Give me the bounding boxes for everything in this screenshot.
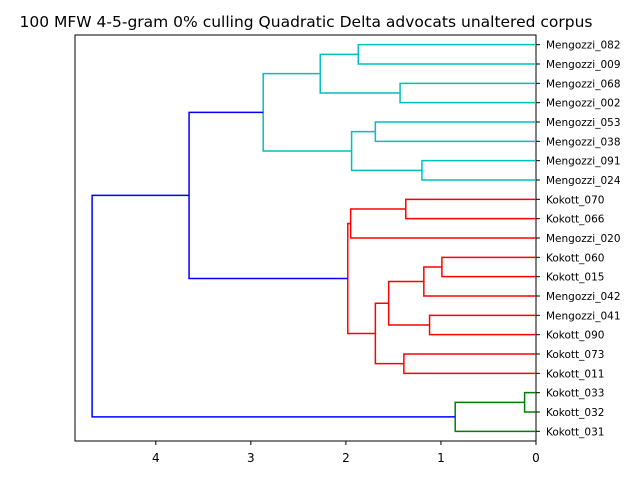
leaf-label-kokott-032: Kokott_032 <box>546 407 604 419</box>
x-axis: 4 3 2 1 0 <box>152 441 540 465</box>
dendrogram-link-c1 <box>357 43 536 65</box>
dendrogram-link-r5 <box>428 314 536 336</box>
x-tick-label: 1 <box>437 451 445 465</box>
dendrogram-link-r9 <box>347 222 376 335</box>
dendrogram-link-c5 <box>421 159 536 181</box>
leaf-label-mengozzi-068: Mengozzi_068 <box>546 78 621 90</box>
dendrogram-link-r1 <box>405 198 536 220</box>
leaf-label-mengozzi-009: Mengozzi_009 <box>546 59 621 71</box>
dendrogram-link-r8 <box>374 302 404 365</box>
x-tick-label: 0 <box>532 451 540 465</box>
x-tick-label: 3 <box>247 451 255 465</box>
dendrogram-links <box>91 43 536 433</box>
leaf-label-mengozzi-002: Mengozzi_002 <box>546 98 621 110</box>
dendrogram-link-b1 <box>188 111 348 280</box>
leaf-label-kokott-031: Kokott_031 <box>546 426 604 438</box>
leaf-labels: Mengozzi_082 Mengozzi_009 Mengozzi_068 Meng… <box>536 40 621 438</box>
dendrogram-link-c6 <box>350 130 422 172</box>
x-tick-label: 2 <box>342 451 350 465</box>
leaf-label-mengozzi-053: Mengozzi_053 <box>546 117 621 129</box>
leaf-label-mengozzi-020: Mengozzi_020 <box>546 233 621 245</box>
leaf-label-kokott-033: Kokott_033 <box>546 388 604 400</box>
dendrogram-link-c2 <box>399 82 536 104</box>
leaf-label-kokott-011: Kokott_011 <box>546 368 604 380</box>
dendrogram-link-c4 <box>374 121 536 143</box>
leaf-label-kokott-073: Kokott_073 <box>546 349 604 361</box>
dendrogram-link-r4 <box>423 266 536 297</box>
leaf-label-mengozzi-024: Mengozzi_024 <box>546 175 621 187</box>
leaf-label-kokott-090: Kokott_090 <box>546 330 604 342</box>
leaf-label-mengozzi-042: Mengozzi_042 <box>546 291 621 303</box>
leaf-label-mengozzi-082: Mengozzi_082 <box>546 40 621 52</box>
dendrogram-link-c3 <box>319 53 401 94</box>
dendrogram-link-r7 <box>403 353 536 375</box>
leaf-label-kokott-060: Kokott_060 <box>546 252 604 264</box>
dendrogram-link-r3 <box>441 256 536 278</box>
dendrogram-link-b2 <box>91 194 456 418</box>
chart-title: 100 MFW 4-5-gram 0% culling Quadratic De… <box>19 13 592 31</box>
leaf-label-kokott-015: Kokott_015 <box>546 272 604 284</box>
leaf-label-mengozzi-038: Mengozzi_038 <box>546 136 621 148</box>
x-tick-label: 4 <box>152 451 160 465</box>
dendrogram-link-c7 <box>262 72 352 152</box>
leaf-label-kokott-066: Kokott_066 <box>546 214 605 226</box>
leaf-label-mengozzi-091: Mengozzi_091 <box>546 156 621 168</box>
dendrogram-link-r2 <box>349 208 536 239</box>
leaf-label-mengozzi-041: Mengozzi_041 <box>546 310 621 322</box>
leaf-label-kokott-070: Kokott_070 <box>546 194 604 206</box>
dendrogram-link-g1 <box>523 391 536 413</box>
